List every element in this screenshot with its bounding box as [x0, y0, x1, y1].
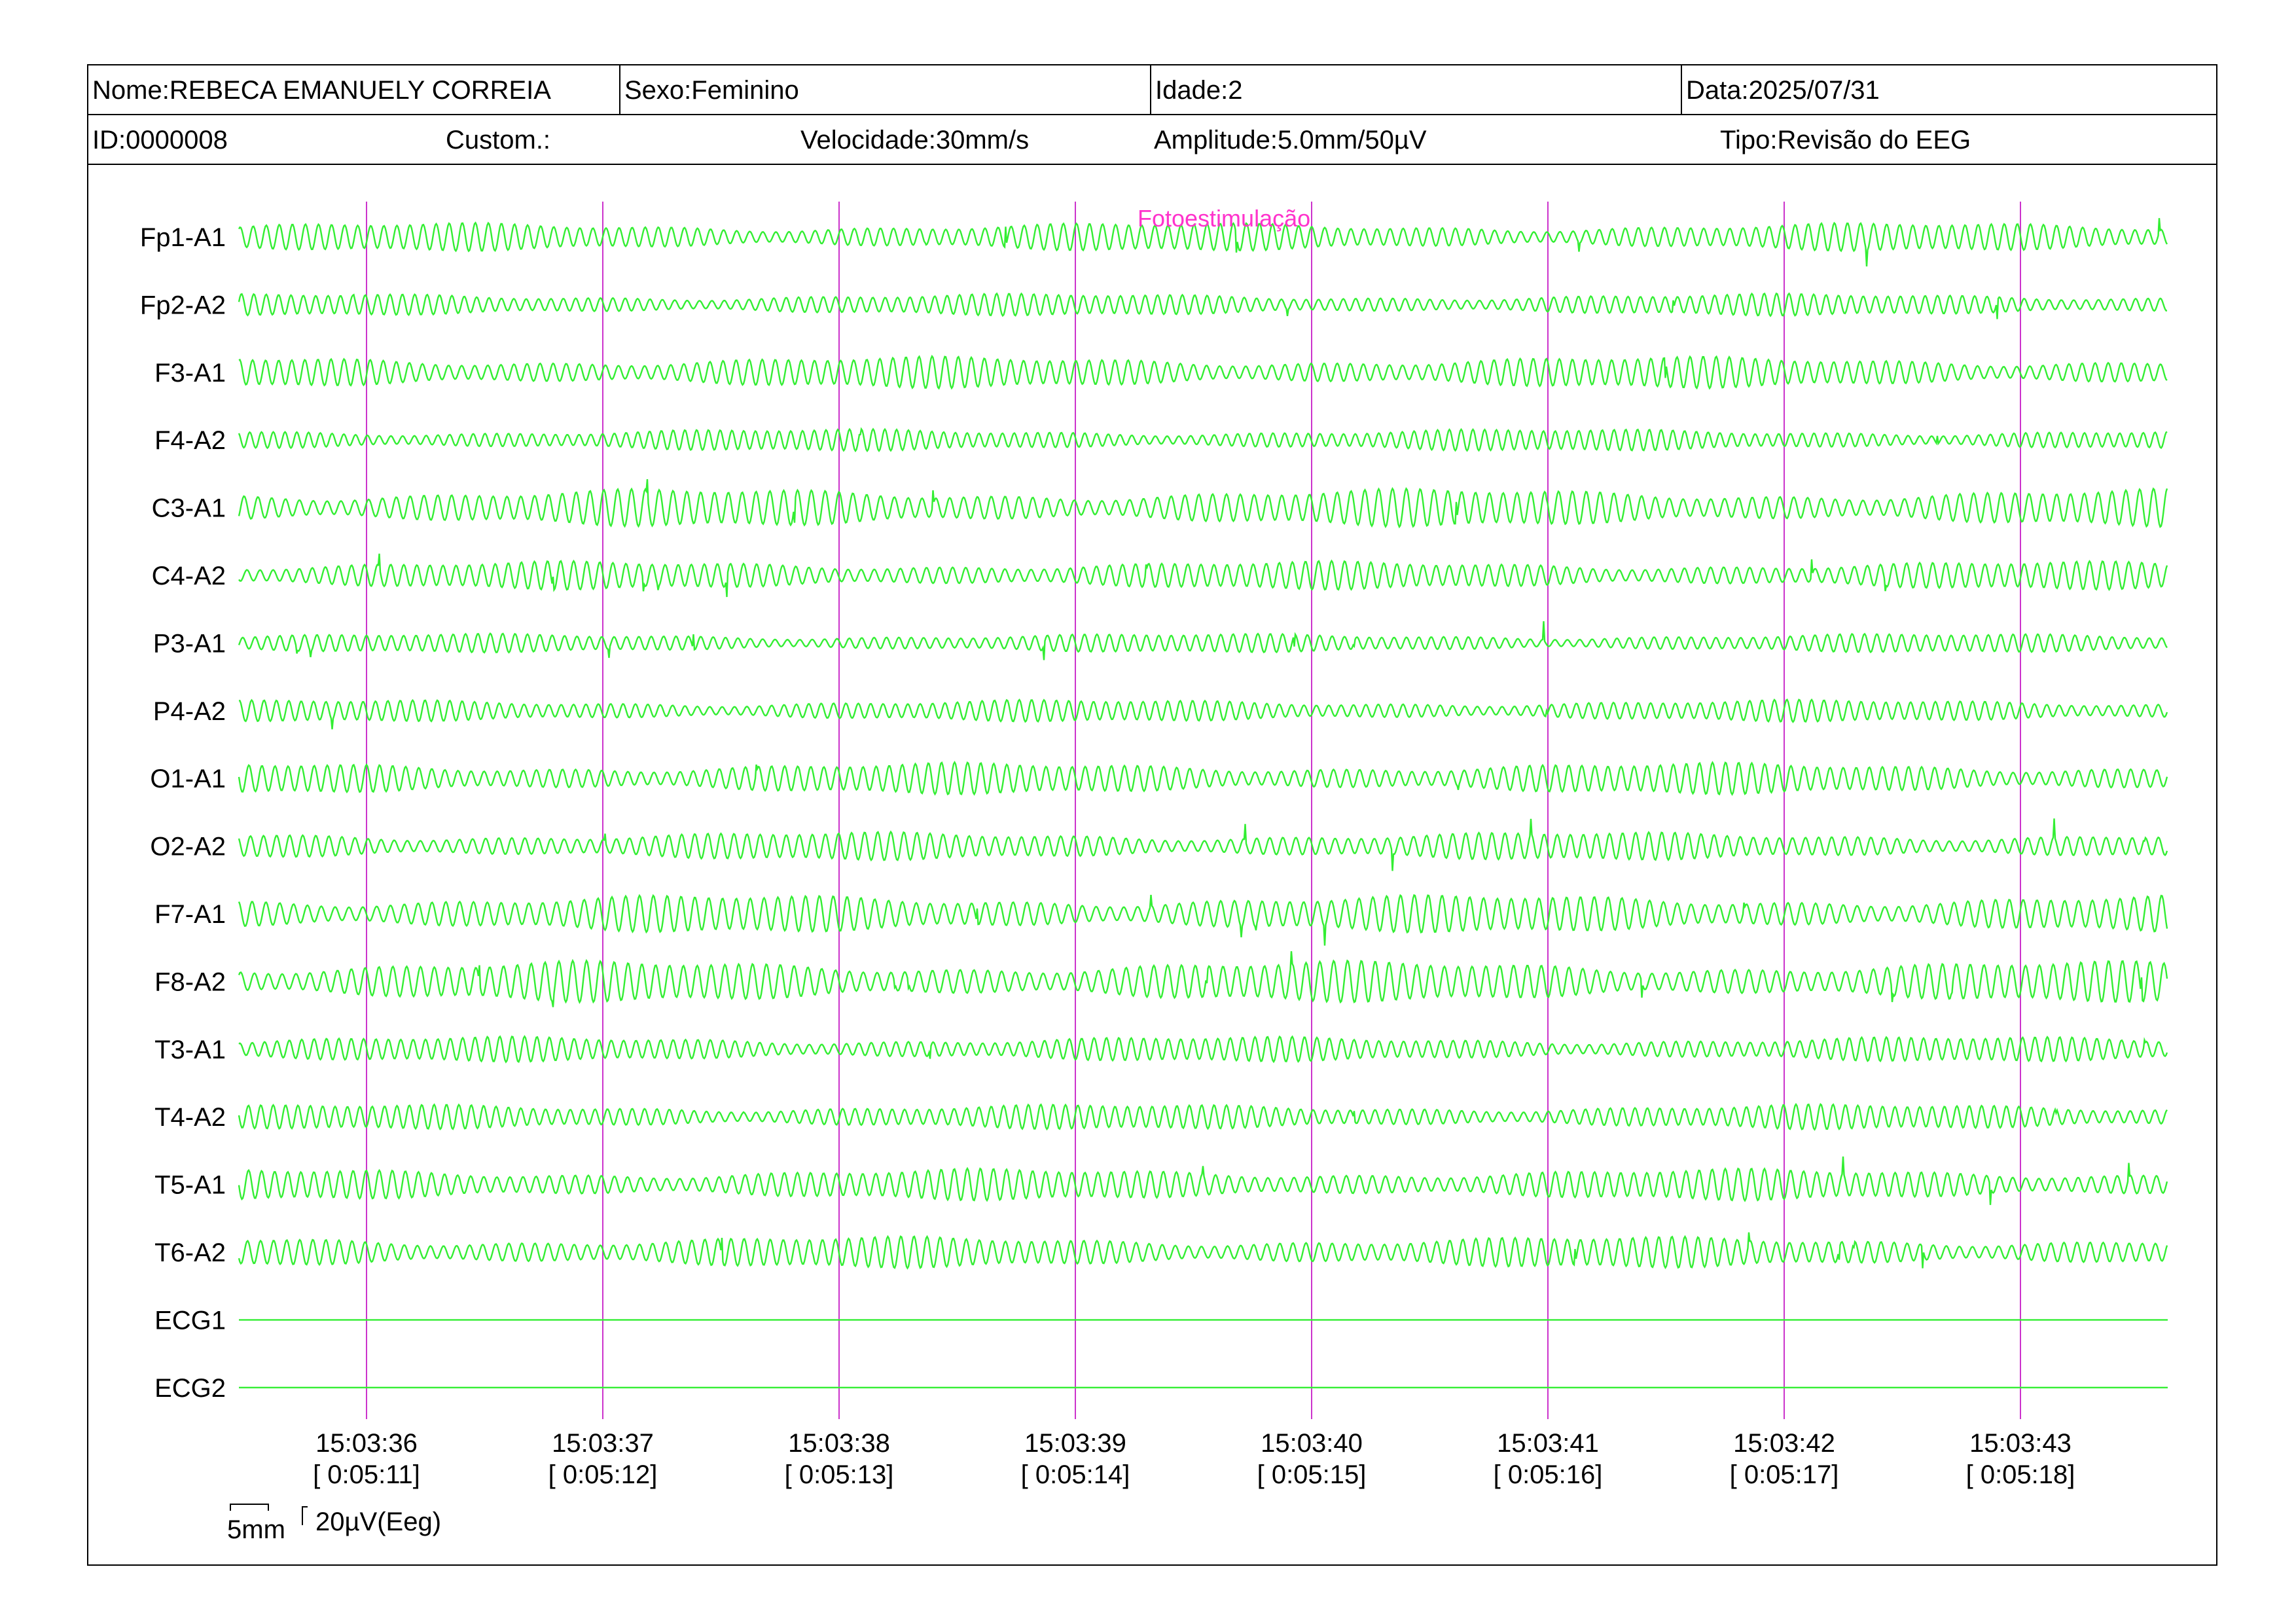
- review-type: Tipo:Revisão do EEG: [1720, 126, 1971, 154]
- trace-t5-a1: [238, 1156, 2168, 1205]
- trace-fp2-a2: [238, 292, 2167, 319]
- time-axis: 15:03:36[ 0:05:11] 15:03:37[ 0:05:12] 15:0…: [313, 1429, 2075, 1489]
- header-row-1: Nome:REBECA EMANUELY CORREIA Sexo:Femini…: [88, 65, 2216, 115]
- channel-label-fp1-a1: Fp1-A1: [140, 223, 226, 252]
- custom-field: Custom.:: [446, 126, 551, 154]
- amplitude-setting: Amplitude:5.0mm/50µV: [1154, 126, 1427, 154]
- time-scale-bracket: [230, 1504, 269, 1511]
- trace-fp1-a1: [238, 218, 2168, 267]
- channel-labels: Fp1-A1 Fp2-A2 F3-A1 F4-A2 C3-A1 C4-A2 P3-A1 P4-…: [140, 223, 226, 1403]
- trace-p4-a2: [238, 698, 2168, 730]
- time-tick-elapsed: [ 0:05:13]: [785, 1460, 894, 1489]
- channel-label-c4-a2: C4-A2: [152, 562, 226, 590]
- time-tick-clock: 15:03:38: [788, 1429, 890, 1458]
- time-tick-clock: 15:03:41: [1497, 1429, 1599, 1458]
- eeg-report-frame: Nome:REBECA EMANUELY CORREIA Sexo:Femini…: [87, 64, 2217, 1566]
- time-tick-elapsed: [ 0:05:17]: [1730, 1460, 1839, 1489]
- channel-label-ecg1: ECG1: [154, 1306, 226, 1335]
- trace-p3-a1: [238, 621, 2168, 660]
- channel-label-t3-a1: T3-A1: [154, 1036, 226, 1064]
- time-tick-clock: 15:03:42: [1733, 1429, 1835, 1458]
- time-gridlines: [366, 202, 2021, 1419]
- time-tick-elapsed: [ 0:05:11]: [313, 1460, 420, 1489]
- time-tick-elapsed: [ 0:05:16]: [1494, 1460, 1603, 1489]
- record-date: Data:2025/07/31: [1681, 65, 2217, 114]
- channel-label-f8-a2: F8-A2: [154, 967, 226, 996]
- time-tick-elapsed: [ 0:05:14]: [1021, 1460, 1130, 1489]
- trace-f7-a1: [238, 893, 2168, 946]
- trace-o1-a1: [238, 761, 2168, 797]
- trace-t4-a2: [238, 1102, 2168, 1131]
- time-tick-clock: 15:03:37: [552, 1429, 654, 1458]
- channel-label-f7-a1: F7-A1: [154, 900, 226, 929]
- time-tick-elapsed: [ 0:05:15]: [1257, 1460, 1367, 1489]
- channel-label-t4-a2: T4-A2: [154, 1103, 226, 1132]
- trace-o2-a2: [238, 818, 2168, 871]
- trace-f3-a1: [238, 354, 2168, 390]
- channel-label-fp2-a2: Fp2-A2: [140, 291, 226, 319]
- time-tick-elapsed: [ 0:05:18]: [1966, 1460, 2075, 1489]
- channel-label-p4-a2: P4-A2: [153, 697, 226, 726]
- channel-label-o1-a1: O1-A1: [150, 765, 226, 793]
- channel-label-o2-a2: O2-A2: [150, 833, 226, 861]
- header-row-2: ID:0000008 Custom.: Velocidade:30mm/s Am…: [88, 115, 2216, 165]
- eeg-traces: [238, 218, 2168, 1388]
- time-tick-clock: 15:03:39: [1024, 1429, 1126, 1458]
- time-tick-clock: 15:03:36: [315, 1429, 418, 1458]
- paper-speed: Velocidade:30mm/s: [800, 126, 1030, 154]
- amp-scale-label: 20µV(Eeg): [315, 1507, 441, 1536]
- amp-scale-bracket: [302, 1506, 308, 1525]
- time-tick-elapsed: [ 0:05:12]: [548, 1460, 658, 1489]
- channel-label-f3-a1: F3-A1: [154, 359, 226, 388]
- patient-sex: Sexo:Feminino: [619, 65, 1150, 114]
- channel-label-t5-a1: T5-A1: [154, 1171, 226, 1200]
- channel-label-c3-a1: C3-A1: [152, 494, 226, 523]
- trace-c4-a2: [238, 553, 2168, 598]
- scale-bar: 5mm 20µV(Eeg): [227, 1504, 441, 1544]
- channel-label-t6-a2: T6-A2: [154, 1238, 226, 1267]
- trace-f8-a2: [238, 951, 2168, 1007]
- photostimulation-marker: Fotoestimulação: [1138, 205, 1310, 232]
- trace-t3-a1: [238, 1035, 2168, 1064]
- channel-label-f4-a2: F4-A2: [154, 426, 226, 455]
- patient-age: Idade:2: [1150, 65, 1681, 114]
- patient-name: Nome:REBECA EMANUELY CORREIA: [92, 76, 551, 105]
- time-tick-clock: 15:03:40: [1261, 1429, 1363, 1458]
- patient-id: ID:0000008: [92, 126, 228, 154]
- channel-label-p3-a1: P3-A1: [153, 629, 226, 658]
- trace-f4-a2: [238, 427, 2168, 453]
- trace-t6-a2: [238, 1232, 2168, 1270]
- trace-c3-a1: [238, 479, 2168, 529]
- time-tick-clock: 15:03:43: [1969, 1429, 2072, 1458]
- channel-label-ecg2: ECG2: [154, 1374, 226, 1403]
- time-scale-label: 5mm: [227, 1515, 285, 1544]
